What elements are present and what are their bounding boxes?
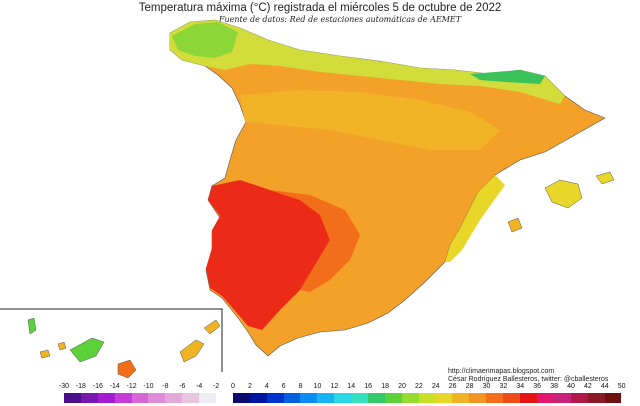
northern-plateau-zone xyxy=(240,90,500,150)
legend-tick-label: -4 xyxy=(196,383,203,390)
legend-swatch xyxy=(418,393,436,403)
legend-tick-label: -18 xyxy=(75,383,86,390)
legend-swatch xyxy=(520,393,537,403)
legend-tick-label: 34 xyxy=(516,383,525,390)
legend-tick-label: 26 xyxy=(448,383,457,390)
legend-tick-label: -30 xyxy=(58,383,70,390)
legend-swatch xyxy=(452,393,470,403)
legend-swatch xyxy=(435,393,453,403)
legend-swatch xyxy=(587,393,605,403)
el-hierro-island xyxy=(39,349,51,359)
mediterranean-coast-zone xyxy=(445,175,505,262)
legend-swatch xyxy=(199,393,217,403)
legend-tick-label: 20 xyxy=(398,383,406,390)
gran-canaria-island xyxy=(117,359,137,379)
legend-tick-label: 22 xyxy=(414,383,423,390)
legend-tick-label: -14 xyxy=(109,383,120,390)
legend-tick-label: 0 xyxy=(231,383,235,390)
legend-tick-label: -12 xyxy=(126,383,137,390)
legend-tick-label: 16 xyxy=(364,383,373,390)
legend-tick-label: 6 xyxy=(281,383,286,390)
legend-tick-labels: -30 -18 -16 -14 -12 -10 -8 -6 -4 -2 0 2 4 6 8 10 12 14 16 1… xyxy=(55,383,640,393)
legend-swatch xyxy=(131,393,149,403)
galicia-green-zone xyxy=(172,22,238,58)
legend-swatch xyxy=(469,393,487,403)
legend-swatch xyxy=(249,393,267,403)
legend-tick-label: 2 xyxy=(247,383,252,390)
credits-block: http://climaenmapas.blogspot.com César R… xyxy=(448,368,608,384)
mallorca-island xyxy=(544,179,583,209)
legend-swatch xyxy=(64,393,81,403)
legend-swatch xyxy=(232,393,250,403)
cantabrian-green-zone xyxy=(470,70,545,84)
legend-tick-label: -16 xyxy=(92,383,103,390)
legend-swatch xyxy=(317,393,335,403)
la-gomera-island xyxy=(57,341,67,351)
legend-swatch xyxy=(80,393,98,403)
lanzarote-island xyxy=(203,319,221,335)
tenerife-island xyxy=(69,337,105,363)
legend-swatch xyxy=(351,393,369,403)
legend-swatch xyxy=(216,393,233,403)
legend-tick-label: 10 xyxy=(313,383,322,390)
legend-swatch xyxy=(97,393,115,403)
legend-color-bar xyxy=(64,393,622,403)
fuerteventura-island xyxy=(179,339,205,363)
legend-tick-label: 4 xyxy=(264,383,269,390)
legend-tick-label: 42 xyxy=(583,383,592,390)
southwest-hot-zone xyxy=(206,180,330,330)
legend-tick-label: 12 xyxy=(330,383,339,390)
legend-tick-label: 40 xyxy=(567,383,575,390)
canary-inset-frame xyxy=(0,308,223,372)
legend-tick-label: -10 xyxy=(143,383,154,390)
menorca-island xyxy=(595,171,615,185)
legend-tick-label: 44 xyxy=(600,383,609,390)
legend-tick-label: -6 xyxy=(179,383,186,390)
legend-tick-label: 32 xyxy=(499,383,508,390)
map-title: Temperatura máxima (°C) registrada el mi… xyxy=(138,2,502,14)
legend-swatch xyxy=(266,393,284,403)
legend-swatch xyxy=(486,393,504,403)
legend-swatch xyxy=(536,393,554,403)
legend-swatch xyxy=(604,393,622,403)
legend-swatch xyxy=(165,393,183,403)
legend-tick-label: 50 xyxy=(617,383,626,390)
legend-tick-label: 24 xyxy=(431,383,440,390)
northern-coast-cool-zone xyxy=(170,20,565,104)
data-source-subtitle: Fuente de datos: Red de estaciones autom… xyxy=(218,15,462,24)
legend-swatch xyxy=(401,393,419,403)
legend-swatch xyxy=(553,393,571,403)
legend-tick-label: -8 xyxy=(162,383,169,390)
ibiza-island xyxy=(507,217,523,233)
legend-swatch xyxy=(503,393,521,403)
legend-swatch xyxy=(182,393,200,403)
legend-tick-label: 14 xyxy=(347,383,356,390)
legend-swatch xyxy=(300,393,318,403)
legend-swatch xyxy=(384,393,402,403)
legend-tick-label: 18 xyxy=(381,383,389,390)
legend-swatch xyxy=(283,393,301,403)
legend-tick-label: 8 xyxy=(298,383,303,390)
legend-tick-label: 28 xyxy=(465,383,474,390)
la-palma-island xyxy=(27,317,37,335)
legend-tick-label: 30 xyxy=(482,383,491,390)
credits-author: César Rodríguez Ballesteros, twitter: @c… xyxy=(448,376,609,383)
legend-swatch xyxy=(368,393,385,403)
southwest-orange-halo xyxy=(270,190,360,292)
legend-swatch xyxy=(334,393,352,403)
credits-url: http://climaenmapas.blogspot.com xyxy=(448,368,555,375)
legend-tick-label: -2 xyxy=(212,383,220,390)
legend-swatch xyxy=(114,393,132,403)
legend-tick-label: 38 xyxy=(550,383,558,390)
legend-swatch xyxy=(570,393,588,403)
legend-tick-label: 36 xyxy=(533,383,542,390)
legend-swatch xyxy=(148,393,166,403)
